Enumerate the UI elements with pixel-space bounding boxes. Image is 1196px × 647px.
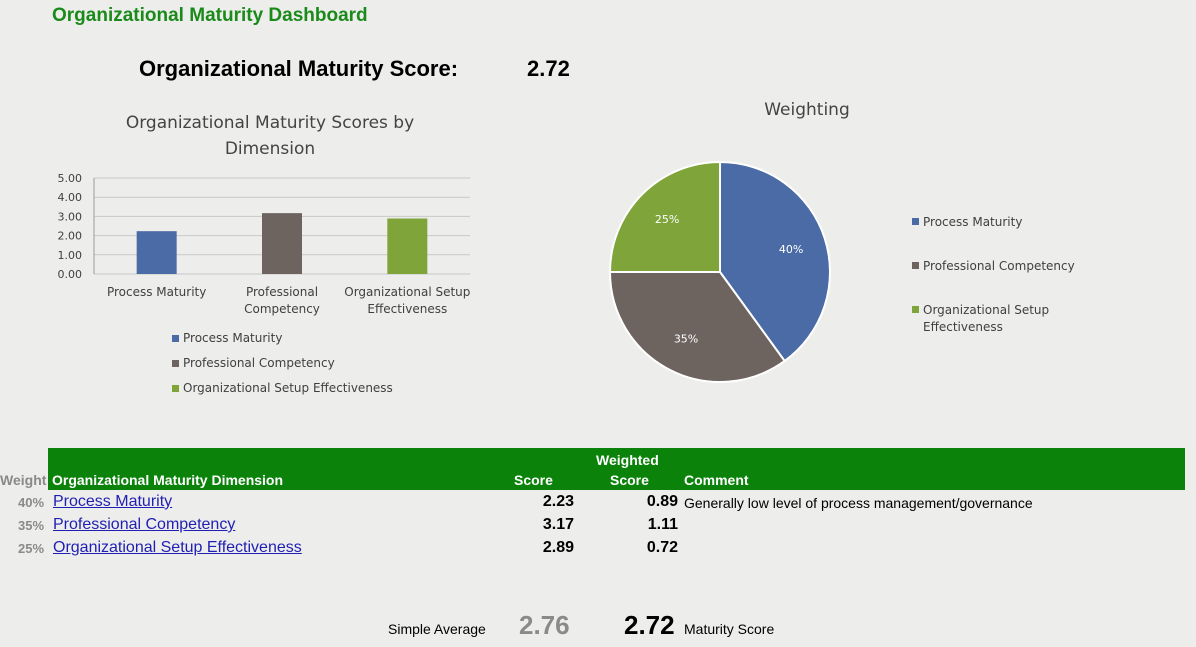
x-tick-label: Competency [244, 302, 320, 316]
row-score: 3.17 [542, 516, 574, 533]
table-header: Organizational Maturity Dimension Score … [48, 448, 1185, 490]
table-row: 40% Process Maturity 2.23 0.89 Generally… [0, 492, 1196, 515]
row-weighted-score: 1.11 [647, 516, 678, 533]
legend-label: Professional Competency [923, 259, 1075, 273]
table-row: 25% Organizational Setup Effectiveness 2… [0, 538, 1196, 561]
pie-legend-item-organizational: Organizational Setup Effectiveness [912, 302, 1082, 336]
x-tick-label: Effectiveness [367, 302, 447, 316]
maturity-score-value: 2.72 [527, 56, 570, 81]
maturity-score-footer-label: Maturity Score [684, 621, 775, 637]
row-weighted-score: 0.89 [646, 493, 678, 510]
pie-chart-legend: Process Maturity Professional Competency… [912, 214, 1082, 363]
legend-label: Professional Competency [183, 356, 335, 370]
x-tick-label: Process Maturity [107, 285, 206, 299]
legend-label: Organizational Setup Effectiveness [183, 381, 393, 395]
row-comment: Generally low level of process managemen… [684, 495, 1033, 511]
dimension-link-professional-competency[interactable]: Professional Competency [53, 516, 236, 533]
maturity-score-footer-value: 2.72 [624, 610, 675, 640]
weighted-column-header-line1: Weighted [596, 452, 659, 468]
legend-swatch [172, 385, 179, 392]
bar-legend-item-organizational: Organizational Setup Effectiveness [172, 381, 432, 406]
dimension-link-organizational-setup[interactable]: Organizational Setup Effectiveness [53, 539, 302, 556]
dimension-link-process-maturity[interactable]: Process Maturity [53, 493, 173, 510]
pie-slice [719, 160, 831, 363]
legend-label: Process Maturity [183, 331, 283, 345]
bar-chart-legend: Process Maturity Professional Competency… [172, 331, 432, 406]
bar-legend-item-professional: Professional Competency [172, 356, 432, 381]
pie-chart-title: Weighting [764, 100, 850, 120]
legend-swatch [172, 360, 179, 367]
y-tick-label: 3.00 [58, 210, 83, 223]
table-row: 35% Professional Competency 3.17 1.11 [0, 515, 1196, 538]
pie-data-label: 25% [655, 213, 679, 226]
pie-slice [608, 160, 721, 273]
dashboard-title: Organizational Maturity Dashboard [52, 5, 368, 26]
pie-slice [608, 271, 787, 383]
simple-average-label: Simple Average [388, 621, 486, 637]
row-score: 2.23 [542, 493, 574, 510]
weight-column-header: Weight [0, 472, 47, 488]
comment-column-header: Comment [684, 472, 749, 488]
y-tick-label: 4.00 [58, 191, 83, 204]
pie-legend-item-process: Process Maturity [912, 214, 1082, 231]
pie-data-label: 35% [674, 333, 698, 346]
legend-swatch [912, 218, 919, 225]
simple-average-value: 2.76 [519, 610, 570, 640]
bar [136, 231, 177, 274]
maturity-score-label: Organizational Maturity Score: [139, 56, 459, 81]
legend-label: Organizational Setup Effectiveness [923, 303, 1050, 334]
x-tick-label: Organizational Setup [344, 285, 470, 299]
row-weight: 35% [18, 518, 45, 533]
y-tick-label: 5.00 [58, 172, 83, 185]
bar [387, 218, 428, 274]
legend-swatch [172, 335, 179, 342]
weighted-column-header-line2: Score [610, 472, 649, 488]
pie-legend-item-professional: Professional Competency [912, 258, 1082, 275]
y-tick-label: 0.00 [58, 268, 83, 281]
bar-chart: 0.00 1.00 2.00 3.00 4.00 5.00 Process Maturity… [58, 172, 471, 316]
legend-swatch [912, 306, 919, 313]
pie-chart: 40% 35% 25% [608, 160, 831, 383]
pie-data-label: 40% [779, 243, 803, 256]
row-weight: 25% [18, 541, 45, 556]
legend-swatch [912, 262, 919, 269]
bar [262, 213, 302, 274]
row-score: 2.89 [542, 539, 574, 556]
bar-chart-title: Organizational Maturity Scores by Dimens… [125, 113, 415, 159]
y-tick-label: 2.00 [58, 230, 83, 243]
row-weighted-score: 0.72 [646, 539, 678, 556]
bar-legend-item-process: Process Maturity [172, 331, 432, 356]
y-tick-label: 1.00 [58, 249, 83, 262]
legend-label: Process Maturity [923, 215, 1023, 229]
x-tick-label: Professional [246, 285, 318, 299]
dimension-column-header: Organizational Maturity Dimension [52, 472, 284, 488]
row-weight: 40% [18, 495, 45, 510]
score-column-header: Score [514, 472, 553, 488]
